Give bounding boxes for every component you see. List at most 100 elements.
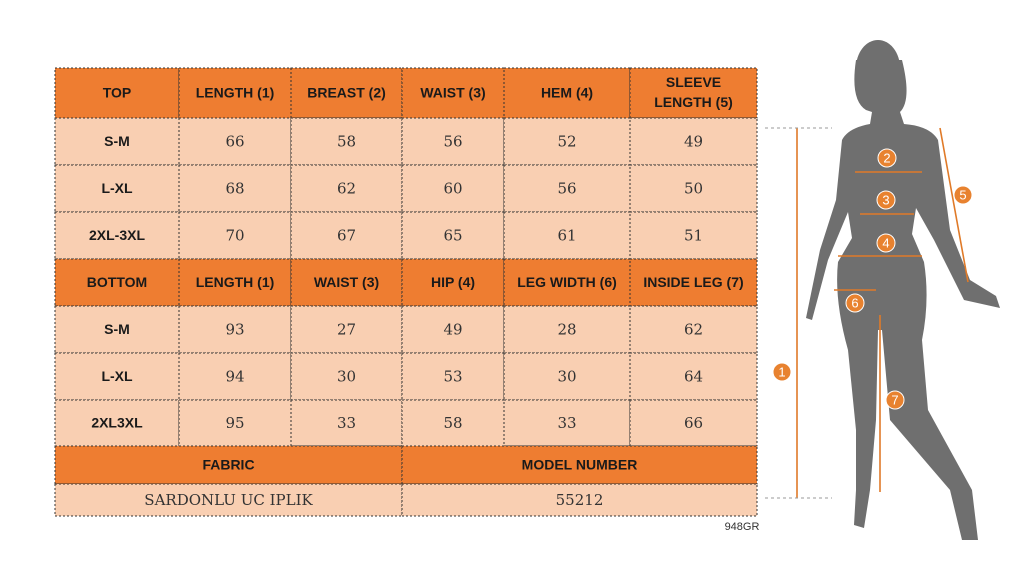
marker-label: 2 xyxy=(883,150,890,165)
table-cell xyxy=(290,164,403,213)
marker-circle xyxy=(885,390,905,410)
cell-text: 64 xyxy=(684,368,703,386)
table-cell xyxy=(178,211,292,260)
header-text: FABRIC xyxy=(202,457,254,473)
header-text: HIP (4) xyxy=(431,274,475,290)
header-line: LENGTH (5) xyxy=(654,94,733,110)
product-code: 948GR xyxy=(725,521,760,533)
header-text: MODEL NUMBER xyxy=(522,457,638,473)
cell-text: 66 xyxy=(684,414,703,432)
cell-text: 56 xyxy=(443,133,462,151)
marker-circle xyxy=(953,185,973,205)
marker-label: 4 xyxy=(882,235,889,250)
table-cell xyxy=(54,483,403,517)
header-text: INSIDE LEG (7) xyxy=(643,274,743,290)
table-cell xyxy=(401,445,758,485)
marker-label: 3 xyxy=(882,192,889,207)
marker-label: 5 xyxy=(959,187,966,202)
table-cell xyxy=(629,117,758,166)
header-text: TOP xyxy=(103,85,132,101)
body-figure xyxy=(806,40,1000,540)
table-cell xyxy=(401,483,758,517)
table-cell xyxy=(290,67,403,119)
cell-text: 30 xyxy=(557,368,576,386)
cell-text: 95 xyxy=(225,414,244,432)
table-cell xyxy=(401,399,505,447)
header-text: BOTTOM xyxy=(87,274,147,290)
cell-text: 33 xyxy=(557,414,576,432)
cell-text: 67 xyxy=(337,227,356,245)
cell-text: 66 xyxy=(225,133,244,151)
header-line: SLEEVE xyxy=(666,74,721,90)
cell-text: 93 xyxy=(225,321,244,339)
table-cell xyxy=(54,67,180,119)
marker-circle xyxy=(772,362,792,382)
table-cell xyxy=(503,399,631,447)
cell-text: L-XL xyxy=(101,180,133,196)
table-cell xyxy=(629,399,758,447)
measure-lines xyxy=(765,127,969,499)
header-text: HEM (4) xyxy=(541,85,593,101)
marker-circle xyxy=(876,190,896,210)
marker-label: 6 xyxy=(851,295,858,310)
cell-text: 51 xyxy=(684,227,703,245)
cell-text: 27 xyxy=(337,321,356,339)
cell-text: 60 xyxy=(443,180,462,198)
cell-text: 49 xyxy=(684,133,703,151)
cell-text: 70 xyxy=(225,227,244,245)
figure-markers: 1 2 3 4 5 6 7 xyxy=(772,148,973,410)
cell-text: 50 xyxy=(684,180,703,198)
cell-text: 68 xyxy=(225,180,244,198)
cell-text: 56 xyxy=(557,180,576,198)
table-cell xyxy=(401,258,505,307)
cell-text: S-M xyxy=(104,321,130,337)
table-cell xyxy=(503,211,631,260)
header-text: WAIST (3) xyxy=(420,85,485,101)
table-cell xyxy=(290,399,403,447)
header-text: SLEEVE LENGTH (5) xyxy=(654,74,733,110)
cell-text: 53 xyxy=(443,368,462,386)
table-cell xyxy=(178,164,292,213)
table-cell xyxy=(54,352,180,401)
table-cell xyxy=(178,305,292,354)
table-cell xyxy=(54,211,180,260)
marker-label: 1 xyxy=(778,364,785,379)
table-cell xyxy=(54,117,180,166)
table-cell xyxy=(629,211,758,260)
cell-text: 62 xyxy=(337,180,356,198)
table-cell xyxy=(54,399,180,447)
table-cell xyxy=(290,211,403,260)
header-text: LENGTH (1) xyxy=(196,85,275,101)
cell-text: 2XL3XL xyxy=(91,415,143,431)
cell-text: 94 xyxy=(225,368,244,386)
table-cell xyxy=(178,117,292,166)
table-cell xyxy=(629,305,758,354)
table-cell xyxy=(290,258,403,307)
cell-text: 65 xyxy=(443,227,462,245)
table-cell xyxy=(629,67,758,119)
table-cell xyxy=(401,211,505,260)
table-cell xyxy=(178,399,292,447)
table-cell xyxy=(629,164,758,213)
table-cell xyxy=(629,258,758,307)
cell-text: 58 xyxy=(443,414,462,432)
header-text: LENGTH (1) xyxy=(196,274,275,290)
cell-text: 55212 xyxy=(556,491,604,509)
cell-text: 58 xyxy=(337,133,356,151)
table-cell xyxy=(503,164,631,213)
table-cell xyxy=(54,258,180,307)
header-text: WAIST (3) xyxy=(314,274,379,290)
marker-circle xyxy=(877,148,897,168)
cell-text: S-M xyxy=(104,133,130,149)
cell-text: 2XL-3XL xyxy=(89,227,145,243)
size-table: TOP LENGTH (1) BREAST (2) WAIST (3) HEM (4) S… xyxy=(54,67,758,517)
table-cell xyxy=(178,352,292,401)
marker-label: 7 xyxy=(891,392,898,407)
header-text: LEG WIDTH (6) xyxy=(517,274,617,290)
cell-text: SARDONLU UC IPLIK xyxy=(144,491,313,509)
table-cell xyxy=(503,67,631,119)
table-cell xyxy=(290,305,403,354)
cell-text: L-XL xyxy=(101,368,133,384)
cell-text: 52 xyxy=(557,133,576,151)
